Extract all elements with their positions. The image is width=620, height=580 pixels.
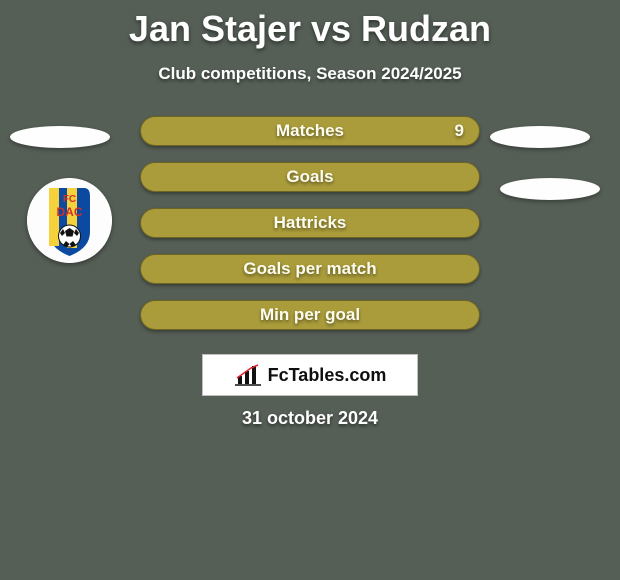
stat-row: Min per goal (0, 300, 620, 346)
stat-row: Goals per match (0, 254, 620, 300)
stat-bar (140, 116, 480, 146)
date-text: 31 october 2024 (0, 408, 620, 429)
stat-row: Matches 9 (0, 116, 620, 162)
fctables-logo-box: FcTables.com (202, 354, 418, 396)
page-title: Jan Stajer vs Rudzan (0, 0, 620, 50)
stat-row: Hattricks (0, 208, 620, 254)
stat-rows: Matches 9 Goals Hattricks Goals per matc… (0, 116, 620, 346)
stat-bar (140, 208, 480, 238)
bar-chart-icon (234, 364, 262, 386)
fctables-logo-text: FcTables.com (268, 365, 387, 386)
stat-bar (140, 300, 480, 330)
stat-row: Goals (0, 162, 620, 208)
stat-bar (140, 162, 480, 192)
subtitle: Club competitions, Season 2024/2025 (0, 64, 620, 84)
stat-bar (140, 254, 480, 284)
